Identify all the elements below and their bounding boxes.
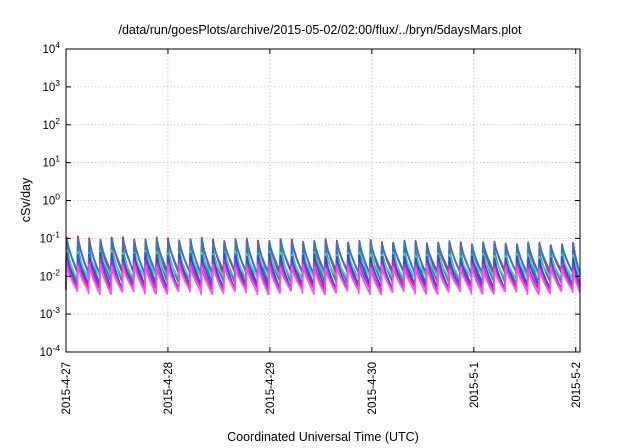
- plot-frame: [65, 48, 581, 353]
- y-tick-label: 103: [42, 78, 60, 94]
- grid: [66, 49, 580, 352]
- x-tick-label: 2015-4-30: [367, 362, 379, 414]
- x-tick-label: 2015-4-28: [163, 362, 175, 414]
- y-tick-label: 10-4: [40, 343, 61, 359]
- x-tick-label: 2015-5-1: [469, 362, 481, 408]
- y-tick-label: 10-2: [40, 267, 61, 283]
- x-tick-label: 2015-4-27: [61, 362, 73, 414]
- x-axis: 2015-4-27 2015-4-28 2015-4-29 2015-4-30 2015…: [61, 49, 583, 414]
- y-tick-label: 101: [42, 154, 60, 170]
- y-tick-label: 100: [42, 192, 60, 208]
- x-axis-label: Coordinated Universal Time (UTC): [227, 430, 419, 444]
- x-tick-label: 2015-5-2: [571, 362, 583, 408]
- chart-title: /data/run/goesPlots/archive/2015-05-02/0…: [118, 23, 522, 37]
- y-tick-label: 10-3: [40, 305, 61, 321]
- y-axis: 10-4 10-3 10-2 10-1 100 101 102 103 104: [40, 40, 580, 359]
- series-line: [65, 263, 581, 296]
- y-tick-label: 104: [42, 40, 60, 56]
- plot-lines: [65, 235, 581, 296]
- y-tick-label: 102: [42, 116, 60, 132]
- x-tick-label: 2015-4-29: [265, 362, 277, 414]
- y-axis-label: cSv/day: [19, 177, 33, 222]
- y-tick-label: 10-1: [40, 229, 61, 245]
